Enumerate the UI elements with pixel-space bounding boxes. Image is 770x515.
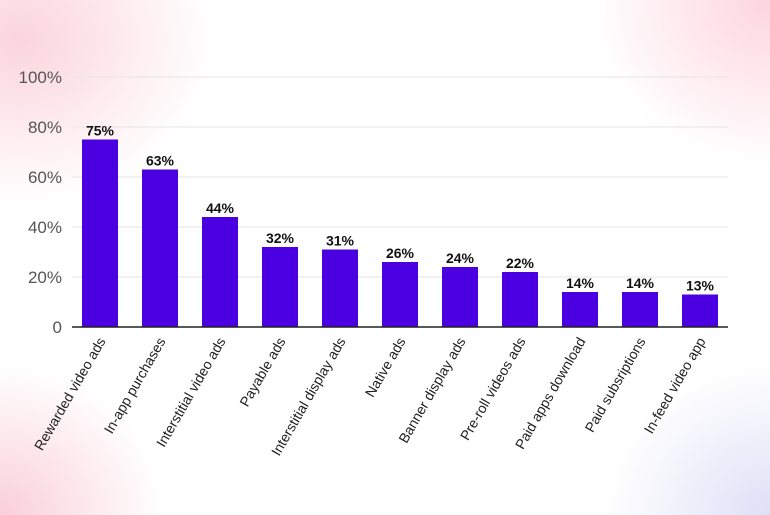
data-label: 26% [386,245,415,261]
data-label: 63% [146,153,175,169]
x-tick-label: Native ads [362,335,409,400]
data-label: 75% [86,123,115,139]
data-label: 22% [506,255,535,271]
x-tick-label: Banner display ads [395,335,468,446]
bar [322,249,358,327]
bar [382,262,418,327]
y-tick-label: 80% [28,118,62,137]
x-tick-label: Paid subsriptions [581,335,648,435]
y-tick-label: 100% [19,68,62,87]
y-tick-label: 60% [28,168,62,187]
data-label: 31% [326,233,355,249]
bar [82,139,118,327]
x-tick-label: In-feed video app [641,334,709,436]
bar [502,272,538,327]
y-tick-label: 0 [53,318,62,337]
bar [142,169,178,327]
x-tick-label: Interstitial video ads [153,335,229,450]
x-tick-label: In-app purchases [101,335,169,437]
x-tick-label: Pre-roll videos ads [457,335,529,443]
data-label: 13% [686,278,715,294]
x-tick-label: Paid apps download [512,335,589,452]
bar [622,292,658,327]
data-label: 14% [566,275,595,291]
x-tick-label: Rewarded video ads [31,335,109,454]
data-label: 44% [206,200,235,216]
bar [682,294,718,327]
data-label: 24% [446,250,475,266]
bar [262,247,298,327]
data-label: 32% [266,230,295,246]
bar [562,292,598,327]
data-label: 14% [626,275,655,291]
y-tick-label: 40% [28,218,62,237]
bar [202,217,238,327]
y-tick-label: 20% [28,268,62,287]
bar [442,267,478,327]
x-tick-label: Payable ads [236,335,288,410]
